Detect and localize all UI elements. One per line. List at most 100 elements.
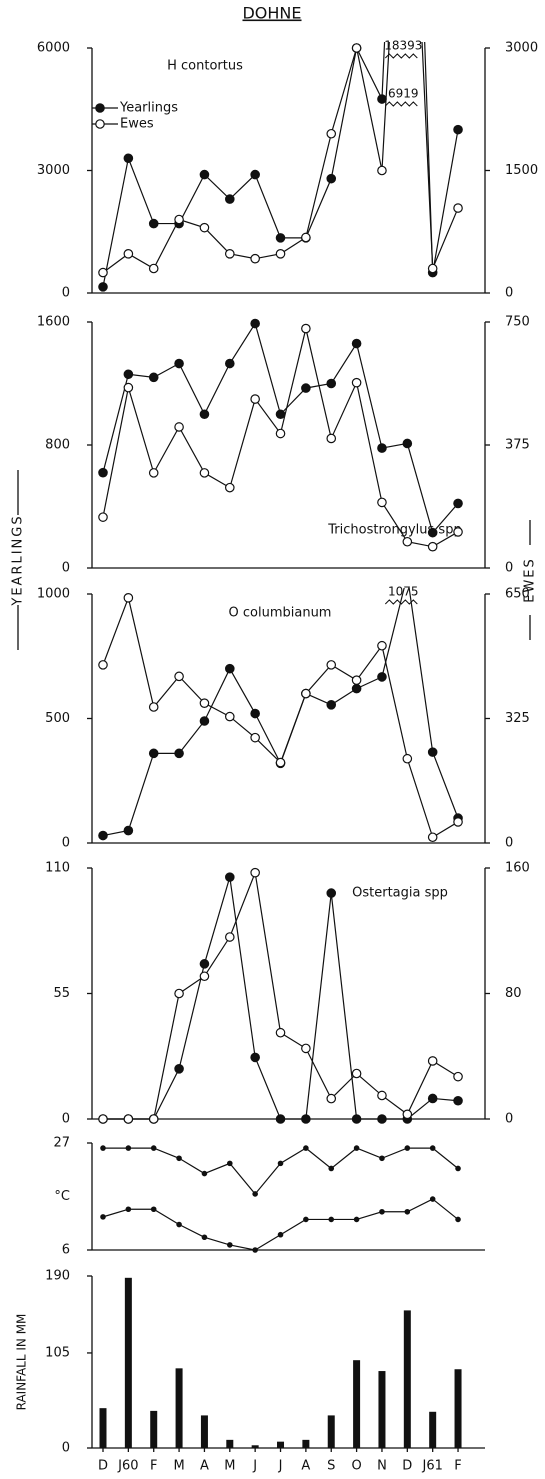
y-axis-label: °C	[54, 1189, 70, 1204]
data-point	[427, 263, 438, 274]
data-point	[123, 153, 134, 164]
x-tick-label: O	[351, 1459, 361, 1474]
y-tick-label: 800	[45, 438, 70, 453]
data-point	[148, 468, 159, 478]
data-point	[225, 482, 235, 493]
data-point	[148, 702, 159, 712]
y2-tick-label: 1500	[505, 163, 538, 178]
data-point	[351, 675, 362, 685]
x-tick-label: J	[252, 1459, 257, 1474]
data-point	[455, 1165, 461, 1172]
bar	[251, 1445, 259, 1448]
data-point	[225, 249, 235, 259]
y2-tick-label: 750	[505, 315, 530, 330]
y2-tick-label: 3000	[505, 41, 538, 56]
y2-tick-label: 0	[505, 561, 513, 576]
data-point	[377, 672, 387, 682]
break-mark	[384, 101, 418, 107]
off-scale-label: 6919	[388, 87, 419, 101]
y2-tick-label: 0	[505, 836, 513, 851]
legend-marker	[95, 103, 105, 113]
x-tick-label: M	[224, 1459, 235, 1474]
bar	[150, 1410, 158, 1448]
data-point	[176, 1221, 182, 1228]
data-point	[199, 698, 210, 708]
data-point	[301, 1043, 311, 1054]
x-tick-label: A	[301, 1459, 310, 1474]
y2-tick-label: 80	[505, 986, 522, 1001]
data-point	[326, 433, 337, 444]
data-point	[227, 1160, 233, 1167]
data-point	[174, 748, 184, 759]
plot	[98, 318, 463, 552]
off-scale-label: 18393	[384, 39, 422, 53]
data-point	[404, 1145, 411, 1151]
y-tick-label: 110	[45, 861, 70, 876]
series-line	[103, 1147, 459, 1195]
data-point	[351, 377, 362, 388]
series-line	[103, 876, 459, 1120]
data-point	[326, 173, 337, 184]
data-point	[326, 128, 337, 139]
x-tick-label: D	[98, 1459, 108, 1474]
data-point	[326, 888, 337, 898]
data-point	[277, 1160, 284, 1167]
data-point	[303, 1145, 309, 1151]
x-tick-label: J61	[421, 1459, 442, 1474]
data-point	[402, 753, 413, 764]
data-point	[351, 338, 362, 349]
x-tick-label: S	[327, 1459, 335, 1474]
data-point	[123, 825, 134, 836]
y-tick-label: 190	[45, 1269, 70, 1284]
data-point	[301, 383, 311, 393]
data-point	[174, 358, 184, 369]
data-point	[250, 318, 260, 329]
data-point	[328, 1165, 335, 1172]
data-point	[275, 249, 286, 259]
data-point	[301, 323, 311, 334]
data-point	[123, 593, 134, 603]
data-point	[250, 394, 260, 404]
y2-tick-label: 0	[505, 286, 513, 301]
data-point	[100, 1145, 106, 1151]
data-point	[453, 498, 463, 509]
data-point	[250, 253, 260, 264]
data-point	[123, 382, 134, 393]
bar	[429, 1411, 437, 1448]
y-tick-label: 0	[62, 561, 70, 576]
bar	[403, 1310, 411, 1448]
y2-tick-label: 650	[505, 587, 530, 602]
bar	[124, 1277, 132, 1448]
y-tick-label: 3000	[37, 163, 70, 178]
data-point	[427, 1056, 438, 1066]
data-point	[225, 194, 235, 204]
data-point	[303, 1216, 309, 1223]
x-tick-label: J	[278, 1459, 283, 1474]
x-tick-label: A	[200, 1459, 209, 1474]
plot	[98, 588, 463, 843]
y-tick-label: 6	[62, 1243, 70, 1258]
panel-label: Trichostrongylus spp	[327, 523, 461, 538]
y-tick-label: 55	[53, 986, 70, 1001]
y-axis-label: RAINFALL IN MM	[15, 1314, 29, 1411]
data-point	[174, 1064, 184, 1074]
data-point	[225, 663, 235, 674]
data-point	[150, 1145, 157, 1151]
bar	[99, 1408, 107, 1448]
x-tick-label: D	[402, 1459, 412, 1474]
data-point	[199, 468, 210, 478]
break-mark	[384, 599, 418, 605]
y-tick-label: 27	[53, 1136, 70, 1151]
data-point	[301, 1114, 311, 1124]
data-point	[148, 218, 159, 229]
data-point	[201, 1170, 208, 1177]
x-tick-label: F	[454, 1459, 461, 1474]
data-point	[199, 716, 210, 726]
y-tick-label: 0	[62, 286, 70, 301]
legend-marker	[95, 119, 105, 129]
bar	[302, 1439, 310, 1448]
data-point	[377, 640, 387, 651]
data-point	[174, 671, 184, 682]
data-point	[98, 660, 108, 670]
